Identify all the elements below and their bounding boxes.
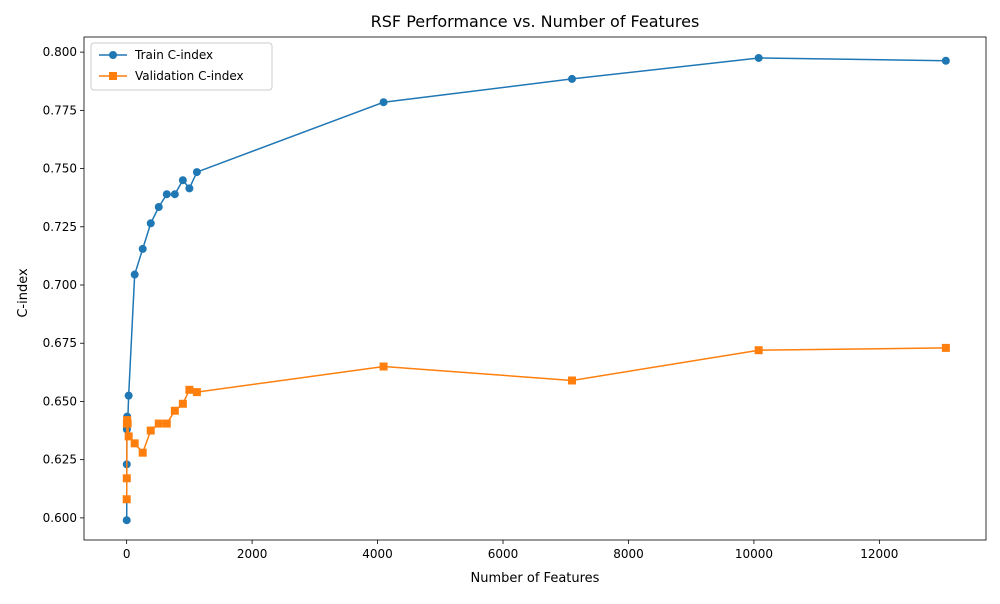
data-point bbox=[185, 385, 194, 394]
data-point bbox=[192, 388, 201, 397]
chart-title: RSF Performance vs. Number of Features bbox=[371, 12, 700, 31]
data-point bbox=[941, 343, 950, 352]
y-tick-label: 0.650 bbox=[43, 394, 77, 408]
data-point bbox=[123, 419, 132, 428]
data-point bbox=[379, 98, 388, 107]
plot-frame bbox=[83, 36, 987, 541]
data-point bbox=[138, 448, 147, 457]
data-point bbox=[170, 190, 179, 199]
data-point bbox=[170, 406, 179, 415]
y-tick-label: 0.600 bbox=[43, 511, 77, 525]
x-axis-label: Number of Features bbox=[471, 571, 600, 586]
data-point bbox=[122, 474, 131, 483]
x-tick-label: 6000 bbox=[488, 547, 519, 561]
data-point bbox=[130, 439, 139, 448]
data-point bbox=[379, 362, 388, 371]
legend-marker bbox=[109, 72, 117, 80]
data-point bbox=[162, 419, 171, 428]
x-tick-label: 10000 bbox=[735, 547, 773, 561]
data-point bbox=[754, 53, 763, 62]
data-point bbox=[568, 74, 577, 83]
y-tick-label: 0.750 bbox=[43, 162, 77, 176]
data-point bbox=[192, 168, 201, 177]
data-point bbox=[146, 219, 155, 228]
data-point bbox=[122, 495, 131, 504]
y-tick-label: 0.700 bbox=[43, 278, 77, 292]
legend-label: Train C-index bbox=[134, 48, 213, 62]
data-point bbox=[568, 376, 577, 385]
legend-box bbox=[90, 42, 273, 91]
y-axis-label: C-index bbox=[16, 268, 31, 318]
legend: Train C-index Validation C-index bbox=[90, 42, 273, 91]
plot-area bbox=[84, 37, 986, 540]
series-layer bbox=[122, 53, 950, 525]
data-point bbox=[941, 56, 950, 65]
data-point bbox=[122, 516, 131, 525]
series-2 bbox=[122, 343, 950, 504]
y-tick-label: 0.800 bbox=[43, 45, 77, 59]
data-point bbox=[138, 244, 147, 253]
x-tick-label: 2000 bbox=[237, 547, 268, 561]
x-tick-label: 8000 bbox=[613, 547, 644, 561]
axes: 0 2000 4000 6000 8000 10000 12000 0.600 0.625 0.6… bbox=[43, 36, 987, 561]
legend-marker bbox=[109, 51, 117, 59]
legend-label: Validation C-index bbox=[135, 69, 244, 83]
data-point bbox=[146, 426, 155, 435]
data-point bbox=[178, 176, 187, 185]
data-point bbox=[178, 399, 187, 408]
data-point bbox=[124, 391, 133, 400]
data-point bbox=[130, 270, 139, 279]
data-point bbox=[124, 432, 133, 441]
data-point bbox=[154, 419, 163, 428]
data-point bbox=[754, 346, 763, 355]
data-point bbox=[154, 202, 163, 211]
y-tick-label: 0.775 bbox=[43, 103, 77, 117]
y-tick-label: 0.675 bbox=[43, 336, 77, 350]
data-point bbox=[185, 184, 194, 193]
y-tick-label: 0.725 bbox=[43, 220, 77, 234]
x-tick-label: 4000 bbox=[362, 547, 393, 561]
data-point bbox=[162, 190, 171, 199]
x-tick-label: 12000 bbox=[860, 547, 898, 561]
y-tick-label: 0.625 bbox=[43, 453, 77, 467]
x-tick-label: 0 bbox=[123, 547, 131, 561]
plot-background bbox=[84, 37, 986, 540]
